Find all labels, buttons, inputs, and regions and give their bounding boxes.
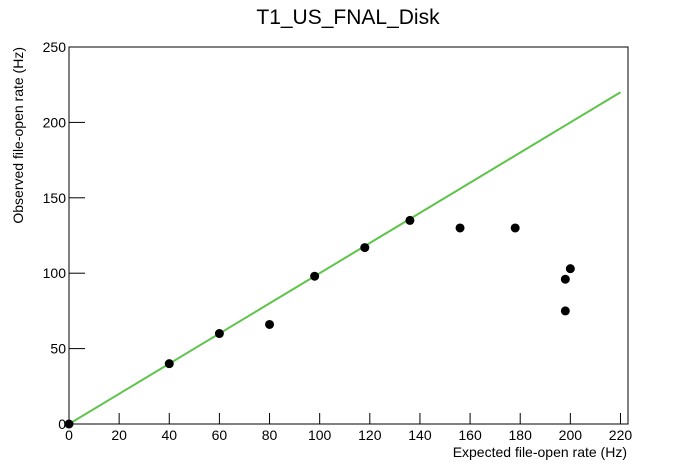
- x-tick-label: 180: [509, 427, 533, 443]
- data-point: [565, 264, 575, 274]
- x-tick-label: 0: [65, 427, 73, 443]
- data-point: [360, 243, 370, 253]
- y-tick-label: 50: [50, 341, 66, 357]
- data-point: [560, 306, 570, 316]
- x-tick-label: 40: [161, 427, 177, 443]
- x-tick-label: 120: [358, 427, 382, 443]
- x-tick-label: 60: [212, 427, 228, 443]
- x-axis-label: Expected file-open rate (Hz): [453, 444, 627, 460]
- data-point: [455, 223, 465, 233]
- data-point: [310, 271, 320, 281]
- data-point: [405, 215, 415, 225]
- y-tick-label: 0: [58, 416, 66, 432]
- x-tick-label: 160: [458, 427, 482, 443]
- y-axis-label: Observed file-open rate (Hz): [10, 47, 26, 224]
- data-point: [560, 274, 570, 284]
- x-tick-label: 20: [111, 427, 127, 443]
- x-tick-label: 80: [262, 427, 278, 443]
- data-point: [265, 319, 275, 329]
- data-point: [64, 419, 74, 429]
- data-point: [164, 359, 174, 369]
- plot-frame: [68, 46, 629, 425]
- x-tick-label: 200: [559, 427, 583, 443]
- y-tick-label: 200: [43, 114, 67, 130]
- y-tick-label: 250: [43, 39, 67, 55]
- y-tick-label: 150: [43, 190, 67, 206]
- fit-line: [68, 91, 621, 425]
- x-tick-label: 100: [308, 427, 332, 443]
- data-point: [510, 223, 520, 233]
- x-tick-label: 220: [609, 427, 633, 443]
- chart-title: T1_US_FNAL_Disk: [256, 6, 440, 29]
- y-tick-label: 100: [43, 265, 67, 281]
- x-tick-label: 140: [408, 427, 432, 443]
- data-point: [214, 329, 224, 339]
